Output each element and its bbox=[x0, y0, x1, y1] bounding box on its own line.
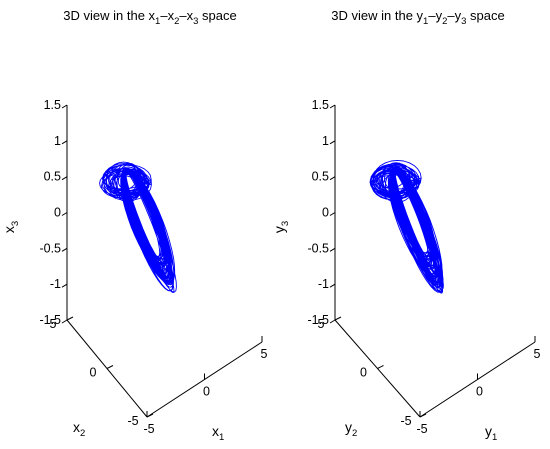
z-tick-label: -1.5 bbox=[39, 313, 61, 327]
x-tick-label: 0 bbox=[203, 385, 210, 399]
x-tick-label: 5 bbox=[534, 347, 541, 361]
y-tick-mark bbox=[106, 365, 114, 369]
y-tick-label: -5 bbox=[127, 414, 138, 428]
z-tick-label: 0 bbox=[54, 206, 61, 220]
z-tick-mark bbox=[329, 212, 336, 216]
z-tick-mark bbox=[61, 104, 68, 109]
y-axis-label: x2 bbox=[73, 419, 85, 439]
y-tick-mark bbox=[66, 316, 74, 321]
chart-title: 3D view in the y1–y2–y3 space bbox=[331, 8, 504, 27]
x-tick-label: -5 bbox=[143, 422, 154, 436]
attractor-trajectory-line bbox=[99, 161, 177, 294]
z-tick-label: 0.5 bbox=[44, 170, 61, 184]
y-axis-label: y2 bbox=[345, 419, 357, 439]
x-tick-label: 0 bbox=[476, 385, 483, 399]
attractor-trajectory-line bbox=[369, 159, 444, 294]
z-tick-label: 1.5 bbox=[312, 98, 329, 112]
z-tick-mark bbox=[61, 140, 68, 145]
z-tick-label: -1 bbox=[50, 277, 61, 291]
y-tick-mark bbox=[146, 413, 154, 418]
z-tick-mark bbox=[61, 176, 68, 181]
z-tick-mark bbox=[329, 247, 336, 252]
panel-2: 3D view in the y1–y2–y3 space -1.5 -1 -0.5 0… bbox=[271, 8, 541, 443]
y-tick-mark bbox=[334, 316, 342, 321]
panel-1: 3D view in the x1–x2–x3 space -1.5 -1 -0.5 0… bbox=[1, 8, 268, 443]
z-axis-label: x3 bbox=[1, 221, 21, 233]
z-tick-label: -1.5 bbox=[307, 313, 329, 327]
z-tick-mark bbox=[61, 283, 68, 288]
z-tick-mark bbox=[329, 319, 336, 324]
z-tick-mark bbox=[61, 212, 68, 216]
x-axis-label: y1 bbox=[485, 423, 497, 443]
y-tick-mark bbox=[377, 365, 384, 369]
z-tick-mark bbox=[329, 104, 336, 109]
y-tick-mark bbox=[419, 413, 427, 418]
z-tick-mark bbox=[61, 247, 68, 252]
x-tick-label: -5 bbox=[416, 422, 427, 436]
x-axis-label: x1 bbox=[212, 423, 224, 443]
z-tick-label: 0 bbox=[322, 206, 329, 220]
z-tick-label: 1 bbox=[322, 134, 329, 148]
z-tick-label: -0.5 bbox=[39, 241, 61, 255]
chart-title: 3D view in the x1–x2–x3 space bbox=[63, 8, 236, 27]
z-tick-mark bbox=[329, 176, 336, 181]
z-tick-label: -0.5 bbox=[307, 241, 329, 255]
z-tick-label: 1 bbox=[54, 134, 61, 148]
y-tick-label: -5 bbox=[400, 414, 411, 428]
z-tick-label: -1 bbox=[318, 277, 329, 291]
x-tick-label: 5 bbox=[261, 347, 268, 361]
y-tick-label: 0 bbox=[360, 366, 367, 380]
y-tick-label: 5 bbox=[318, 317, 325, 331]
y-tick-label: 5 bbox=[50, 317, 57, 331]
z-tick-label: 1.5 bbox=[44, 98, 61, 112]
y-tick-label: 0 bbox=[90, 366, 97, 380]
z-tick-mark bbox=[329, 283, 336, 288]
z-tick-mark bbox=[61, 319, 68, 324]
z-tick-mark bbox=[329, 140, 336, 145]
z-tick-label: 0.5 bbox=[312, 170, 329, 184]
z-axis-label: y3 bbox=[271, 221, 291, 233]
